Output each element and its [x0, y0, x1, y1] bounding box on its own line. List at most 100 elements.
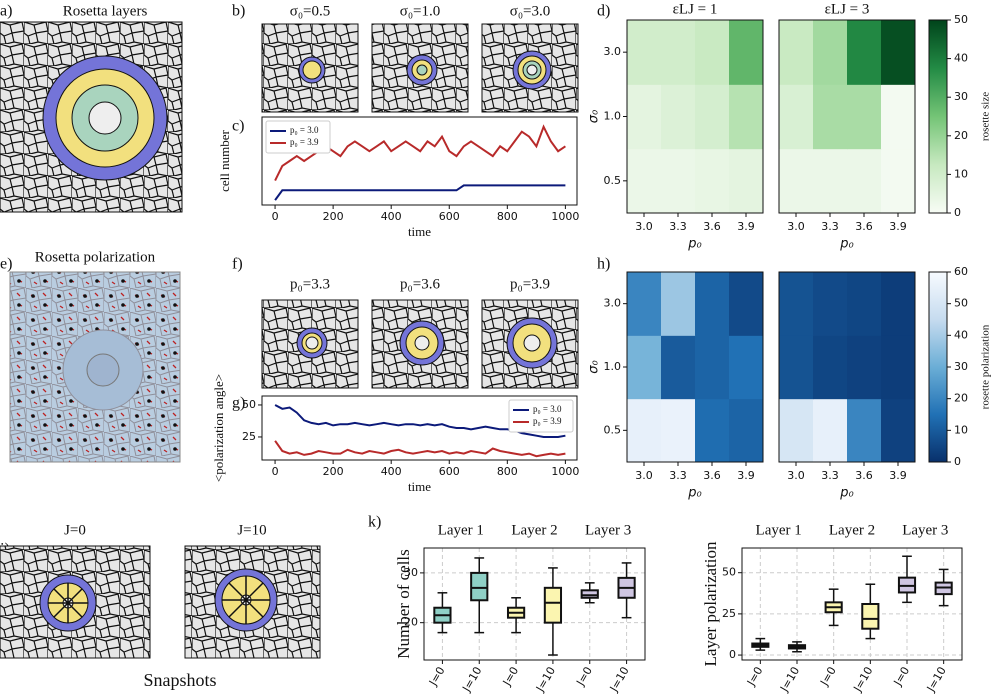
series-line: [274, 184, 566, 201]
snapshot: [9, 271, 181, 463]
heatmap-cell: [661, 20, 696, 85]
heatmap-title: εLJ = 3: [825, 1, 870, 17]
snapshot: [261, 299, 579, 389]
x-axis-label: p₀: [687, 486, 702, 501]
heatmap-cell: [813, 84, 848, 150]
colorbar-tick-label: 60: [954, 265, 968, 278]
heatmap-cell: [813, 335, 848, 400]
x-tick-label: 600: [439, 210, 460, 223]
heatmap-cell: [695, 272, 730, 336]
heatmap-cell: [779, 84, 814, 150]
colorbar-tick-label: 0: [954, 455, 961, 468]
colorbar-label: rosette polarization: [980, 324, 992, 409]
y-tick-label: 25: [242, 430, 256, 443]
colorbar-tick-label: 40: [954, 328, 968, 341]
colorbar-tick-label: 50: [954, 297, 968, 310]
colorbar: [928, 19, 948, 214]
y-tick-label: 20: [404, 616, 418, 629]
heatmap-cell: [627, 20, 662, 85]
x-tick-label: J=0: [891, 665, 912, 689]
y-tick-label: 0: [729, 648, 736, 661]
heatmap-cell: [847, 20, 882, 85]
snapshot: [0, 21, 183, 213]
x-tick-label: J=10: [607, 665, 632, 695]
group-label: Layer 1: [756, 522, 802, 538]
y-tick-label: 0.5: [604, 174, 622, 187]
snapshot-title: σ₀=0.5: [290, 3, 331, 19]
panel-label: g): [232, 395, 245, 412]
heatmap-cell: [661, 335, 696, 400]
panel-label: f): [232, 256, 243, 273]
heatmap-cell: [729, 84, 764, 150]
colorbar-tick-label: 20: [954, 129, 968, 142]
snapshot-title: p₀=3.3: [290, 276, 330, 292]
heatmap-cell: [695, 398, 730, 463]
heatmap-cell: [779, 398, 814, 463]
x-tick-label: 3.3: [669, 469, 687, 482]
heatmap-cell: [661, 398, 696, 463]
x-tick-label: 800: [497, 465, 518, 478]
colorbar-tick-label: 0: [954, 206, 961, 219]
heatmap-cell: [779, 148, 814, 214]
y-tick-label: 3.0: [604, 45, 622, 58]
heatmap-cell: [695, 148, 730, 214]
legend-label: p₀ = 3.9: [290, 137, 319, 147]
x-tick-label: 3.0: [787, 220, 805, 233]
snapshot-title: J=0: [64, 522, 86, 538]
x-tick-label: 3.9: [889, 220, 907, 233]
x-axis-label: time: [408, 224, 431, 239]
heatmap-cell: [813, 398, 848, 463]
caption: Snapshots: [143, 670, 216, 690]
box: [580, 589, 599, 599]
y-tick-label: 30: [404, 566, 418, 579]
x-axis-label: time: [408, 479, 431, 494]
legend-label: p₀ = 3.0: [533, 404, 562, 414]
heatmap-cell: [847, 398, 882, 463]
x-tick-label: J=0: [744, 665, 765, 689]
x-tick-label: 3.3: [821, 469, 839, 482]
heatmap-cell: [729, 272, 764, 336]
heatmap-cell: [881, 335, 916, 400]
heatmap-cell: [695, 84, 730, 150]
panel-label: d): [597, 3, 610, 20]
heatmap-cell: [695, 335, 730, 400]
colorbar-tick-label: 40: [954, 52, 968, 65]
heatmap-cell: [627, 398, 662, 463]
plot-frame: [261, 395, 578, 461]
snapshot-title: σ₀=3.0: [510, 3, 551, 19]
heatmap-cell: [779, 335, 814, 400]
x-tick-label: 3.6: [703, 469, 721, 482]
x-tick-label: J=10: [777, 665, 802, 695]
x-tick-label: 3.3: [669, 220, 687, 233]
y-axis-label: cell number: [217, 129, 232, 191]
plot-frame: [778, 271, 916, 463]
x-tick-label: 600: [439, 465, 460, 478]
snapshot-title: J=10: [237, 522, 266, 538]
box: [861, 603, 880, 630]
x-tick-label: J=10: [459, 665, 484, 695]
heatmap-cell: [813, 20, 848, 85]
snapshot-title: Rosetta layers: [63, 3, 148, 19]
heatmap-cell: [729, 20, 764, 85]
series-line: [274, 440, 566, 458]
heatmap-cell: [729, 148, 764, 214]
heatmap-cell: [847, 148, 882, 214]
heatmap-cell: [729, 335, 764, 400]
panel-label: a): [0, 3, 12, 20]
x-tick-label: J=10: [924, 665, 949, 695]
colorbar-tick-label: 50: [954, 13, 968, 26]
snapshot-title: σ₀=1.0: [400, 3, 441, 19]
group-label: Layer 1: [438, 522, 484, 538]
colorbar-tick-label: 20: [954, 392, 968, 405]
colorbar-tick-label: 10: [954, 423, 968, 436]
heatmap-cell: [881, 84, 916, 150]
heatmap-cell: [627, 148, 662, 214]
heatmap-cell: [847, 272, 882, 336]
y-axis-label: σ₀: [587, 359, 602, 373]
colorbar-label: rosette size: [980, 92, 992, 141]
legend-box: [265, 120, 331, 154]
x-tick-label: 3.9: [737, 469, 755, 482]
heatmap-cell: [661, 148, 696, 214]
y-tick-label: 0.5: [604, 423, 622, 436]
